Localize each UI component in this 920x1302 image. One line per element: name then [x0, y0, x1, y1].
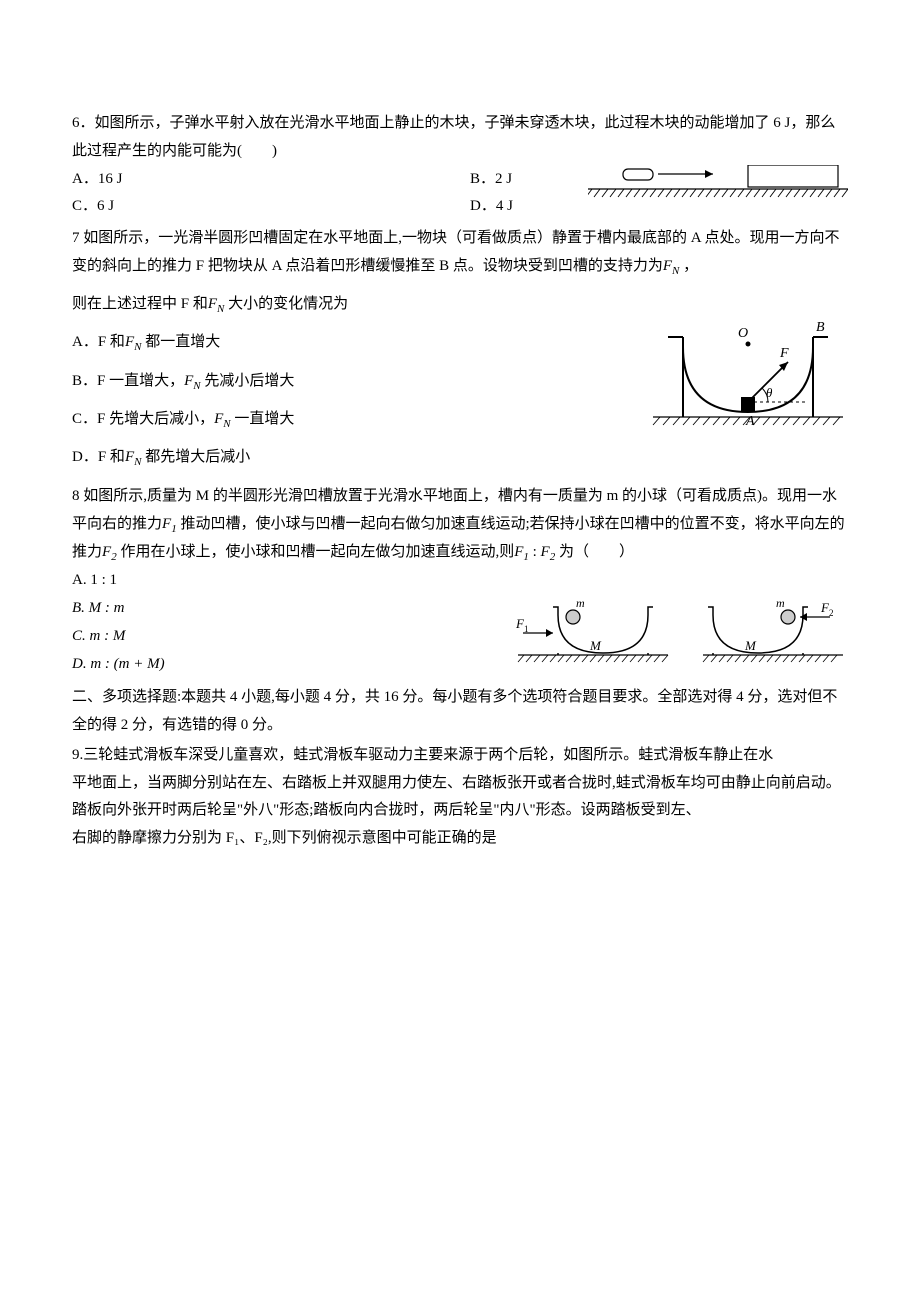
q6-option-c: C．6 J	[72, 193, 450, 221]
q7-fn: F	[663, 258, 672, 274]
q6-figure	[588, 165, 848, 210]
q8-f1: F	[162, 516, 171, 532]
q8-stem: 8 如图所示,质量为 M 的半圆形光滑凹槽放置于光滑水平地面上，槽内有一质量为 …	[72, 483, 848, 567]
q7-stem-line1: 7 如图所示，一光滑半圆形凹槽固定在水平地面上,一物块（可看做质点）静置于槽内最…	[72, 225, 848, 281]
svg-text:m: m	[576, 596, 585, 610]
svg-text:M: M	[589, 638, 602, 653]
q7-stem1-text: 7 如图所示，一光滑半圆形凹槽固定在水平地面上,一物块（可看做质点）静置于槽内最…	[72, 230, 840, 274]
q8s-c: 作用在小球上，使小球和凹槽一起向左做匀加速直线运动,则	[117, 544, 515, 560]
q7d-a: D．F 和	[72, 449, 125, 465]
question-7: A O B F θ 7 如图所示，一光滑半圆形凹槽固定在水平地面上,一物块（可看…	[72, 225, 848, 473]
q8s-d: 为（ ）	[555, 544, 634, 560]
svg-text:F: F	[779, 346, 789, 361]
q7-s2c: 大小的变化情况为	[224, 296, 348, 312]
double-groove-diagram: m M F 1 m M	[508, 595, 848, 680]
q7c-s: N	[223, 418, 230, 430]
q7b-c: 先减小后增大	[201, 373, 295, 389]
question-8: m M F 1 m M	[72, 483, 848, 678]
q6-stem: 6．如图所示，子弹水平射入放在光滑水平地面上静止的木块，子弹未穿透木块，此过程木…	[72, 110, 848, 166]
q7-option-d: D．F 和FN 都先增大后减小	[72, 444, 848, 472]
q7b-s: N	[193, 380, 200, 392]
q8-f2: F	[102, 544, 111, 560]
q8-rb: F	[541, 544, 550, 560]
svg-text:A: A	[745, 414, 755, 429]
q8c-txt: C. m : M	[72, 628, 125, 644]
q8b-txt: B. M : m	[72, 600, 125, 616]
q7b-b: F	[184, 373, 193, 389]
svg-text:2: 2	[829, 608, 834, 618]
q7d-b: F	[125, 449, 134, 465]
q7c-b: F	[214, 411, 223, 427]
q7-figure: A O B F θ	[648, 317, 848, 437]
q7b-a: B．F 一直增大，	[72, 373, 184, 389]
q8-ra: F	[514, 544, 523, 560]
q7-stem-line2: 则在上述过程中 F 和FN 大小的变化情况为	[72, 291, 848, 319]
bullet-block-diagram	[588, 165, 848, 210]
q8-rc: :	[529, 544, 541, 560]
q7a-c: 都一直增大	[141, 334, 220, 350]
q9-stem-c: 右脚的静摩擦力分别为 F₁、F₂,则下列俯视示意图中可能正确的是	[72, 825, 848, 853]
question-6: 6．如图所示，子弹水平射入放在光滑水平地面上静止的木块，子弹未穿透木块，此过程木…	[72, 110, 848, 221]
q7a-b: F	[125, 334, 134, 350]
q7c-a: C．F 先增大后减小，	[72, 411, 214, 427]
q7-s2a: 则在上述过程中 F 和	[72, 296, 208, 312]
q7d-c: 都先增大后减小	[141, 449, 250, 465]
svg-text:m: m	[776, 596, 785, 610]
q6-option-a: A．16 J	[72, 166, 450, 194]
q8d-txt: D. m : (m + M)	[72, 656, 165, 672]
q8-option-a: A. 1 : 1	[72, 567, 848, 595]
svg-text:M: M	[744, 638, 757, 653]
section-2-heading: 二、多项选择题:本题共 4 小题,每小题 4 分，共 16 分。每小题有多个选项…	[72, 684, 848, 740]
q7-tail: ，	[679, 258, 698, 274]
svg-text:B: B	[816, 320, 825, 335]
q7c-c: 一直增大	[231, 411, 295, 427]
svg-text:θ: θ	[766, 385, 773, 400]
q9-stem-b: 平地面上，当两脚分别站在左、右踏板上并双腿用力使左、右踏板张开或者合拢时,蛙式滑…	[72, 770, 848, 826]
q8-figure: m M F 1 m M	[508, 595, 848, 680]
q7a-a: A．F 和	[72, 334, 125, 350]
semicircle-groove-diagram: A O B F θ	[648, 317, 848, 437]
svg-text:1: 1	[524, 624, 529, 634]
q9-stem-a: 9.三轮蛙式滑板车深受儿童喜欢，蛙式滑板车驱动力主要来源于两个后轮，如图所示。蛙…	[72, 742, 848, 770]
svg-text:O: O	[738, 326, 748, 341]
q7-s2b: F	[208, 296, 217, 312]
question-9: 9.三轮蛙式滑板车深受儿童喜欢，蛙式滑板车驱动力主要来源于两个后轮，如图所示。蛙…	[72, 742, 848, 853]
